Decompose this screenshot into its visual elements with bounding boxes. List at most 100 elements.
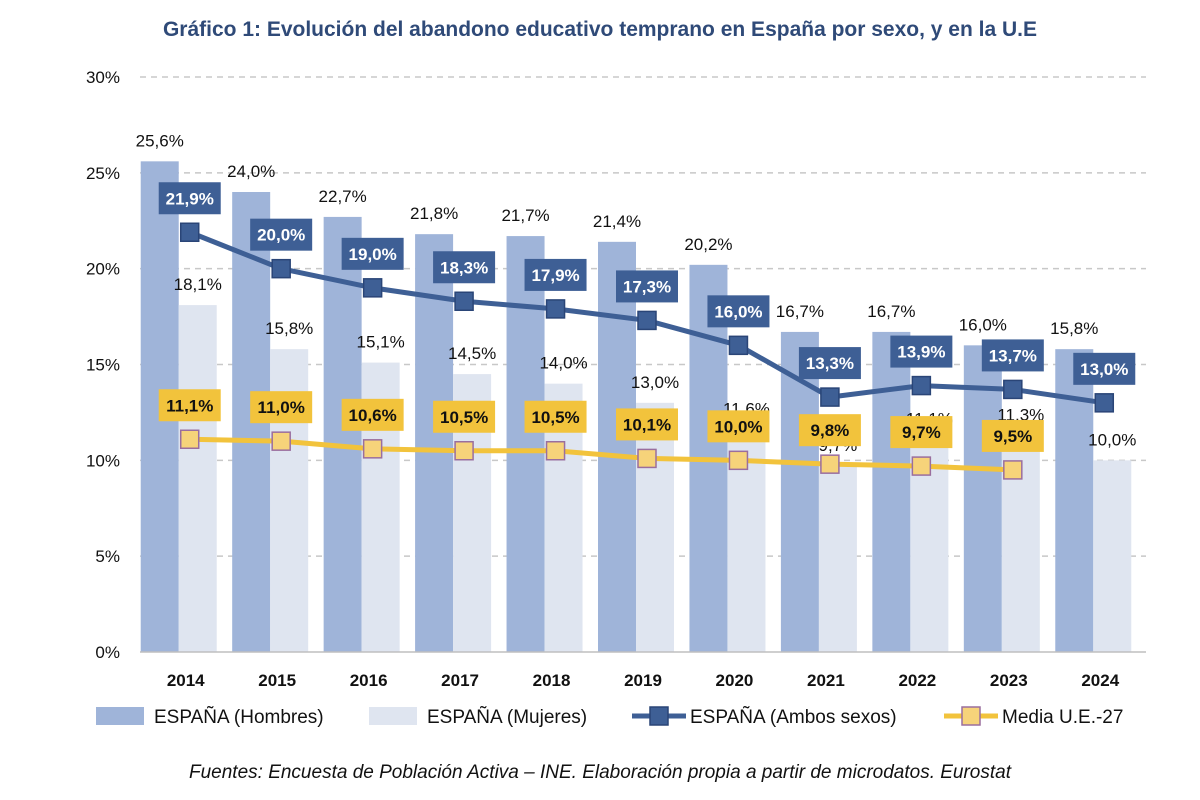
bar-label-hombres: 25,6% <box>136 131 184 150</box>
bar-label-hombres: 21,7% <box>501 206 549 225</box>
x-tick-label: 2016 <box>350 671 388 690</box>
media-ue-marker <box>179 429 200 449</box>
ambos-sexos-label-box <box>433 251 496 284</box>
media-ue-marker <box>728 450 749 471</box>
media-ue-label: 11,1% <box>166 396 213 415</box>
bar-label-mujeres: 15,8% <box>265 319 313 338</box>
media-ue-label: 10,1% <box>623 415 671 434</box>
x-tick-label: 2019 <box>624 671 662 690</box>
ambos-sexos-label: 17,3% <box>623 277 671 296</box>
x-tick-label: 2022 <box>898 671 936 690</box>
legend-label-media-ue: Media U.E.-27 <box>1002 707 1123 728</box>
media-ue-label: 10,6% <box>349 406 397 425</box>
y-tick-label: 15% <box>86 356 120 375</box>
bar-mujeres <box>178 305 217 652</box>
legend-label-ambos: ESPAÑA (Ambos sexos) <box>690 706 897 728</box>
ambos-sexos-label: 21,9% <box>166 189 214 208</box>
y-tick-label: 10% <box>86 451 120 470</box>
bar-hombres <box>598 241 636 653</box>
legend-swatch-mujeres <box>369 707 417 725</box>
x-tick-label: 2020 <box>716 671 754 690</box>
ambos-sexos-marker <box>820 387 840 407</box>
media-ue-label-box <box>616 408 678 441</box>
media-ue-label: 11,0% <box>258 398 305 417</box>
y-tick-label: 5% <box>95 547 120 566</box>
x-tick-label: 2015 <box>258 671 296 690</box>
media-ue-label: 10,5% <box>440 408 488 427</box>
ambos-sexos-label-box <box>341 237 404 270</box>
media-ue-label-box <box>524 400 587 433</box>
ambos-sexos-label-box <box>981 339 1044 372</box>
ambos-sexos-marker <box>637 310 657 331</box>
ambos-sexos-label-box <box>890 335 953 368</box>
bar-label-mujeres: 10,0% <box>1088 430 1136 449</box>
bar-label-hombres: 22,7% <box>319 187 367 206</box>
bar-label-hombres: 21,8% <box>410 204 458 223</box>
bar-label-hombres: 16,0% <box>959 315 1007 334</box>
y-tick-label: 0% <box>95 643 120 662</box>
chart-title: Gráfico 1: Evolución del abandono educat… <box>162 18 1038 41</box>
y-tick-label: 20% <box>86 260 120 279</box>
bar-label-hombres: 21,4% <box>593 212 641 231</box>
ambos-sexos-marker <box>179 222 200 242</box>
media-ue-label: 9,7% <box>902 423 941 442</box>
ambos-sexos-label: 17,9% <box>531 266 579 285</box>
ambos-sexos-label-box <box>1073 352 1136 385</box>
media-ue-marker <box>637 448 657 469</box>
media-ue-marker <box>271 431 291 451</box>
ambos-sexos-label: 13,0% <box>1080 360 1128 379</box>
ambos-sexos-label: 18,3% <box>440 258 488 277</box>
media-ue-label: 10,5% <box>531 408 579 427</box>
media-ue-marker <box>362 439 383 459</box>
bar-label-hombres: 15,8% <box>1050 319 1098 338</box>
bar-label-mujeres: 14,5% <box>448 344 496 363</box>
bar-label-hombres: 20,2% <box>684 235 732 254</box>
bar-label-hombres: 24,0% <box>227 162 275 181</box>
bar-label-hombres: 16,7% <box>776 302 824 321</box>
x-tick-label: 2017 <box>441 671 479 690</box>
ambos-sexos-label: 13,9% <box>897 343 945 362</box>
bar-label-mujeres: 13,0% <box>631 373 679 392</box>
bar-label-hombres: 16,7% <box>867 302 915 321</box>
bar-label-mujeres: 15,1% <box>357 333 405 352</box>
ambos-sexos-marker <box>454 291 474 311</box>
media-ue-label: 9,5% <box>993 427 1032 446</box>
ambos-sexos-marker <box>545 299 566 319</box>
ambos-sexos-marker <box>1003 379 1023 400</box>
bar-hombres <box>963 345 1002 652</box>
media-ue-marker <box>454 441 474 461</box>
legend-label-mujeres: ESPAÑA (Mujeres) <box>427 706 587 728</box>
media-ue-label-box <box>158 389 221 422</box>
x-tick-label: 2021 <box>807 671 845 690</box>
ambos-sexos-label-box <box>798 347 861 380</box>
ambos-sexos-label-box <box>158 182 221 215</box>
chart-source: Fuentes: Encuesta de Población Activa – … <box>188 762 1012 783</box>
ambos-sexos-label: 19,0% <box>349 245 397 264</box>
y-tick-label: 25% <box>86 164 120 183</box>
bar-hombres <box>506 236 545 653</box>
media-ue-marker <box>1003 460 1023 480</box>
media-ue-label-box <box>707 410 770 443</box>
bar-label-mujeres: 14,0% <box>539 354 587 373</box>
media-ue-label-box <box>341 398 404 431</box>
bar-label-mujeres: 18,1% <box>174 275 222 294</box>
media-ue-label-box <box>250 391 313 424</box>
ambos-sexos-marker <box>728 335 749 356</box>
ambos-sexos-marker <box>362 278 383 298</box>
bar-hombres <box>323 216 362 652</box>
media-ue-marker <box>911 456 932 476</box>
media-ue-marker <box>545 441 566 461</box>
bar-mujeres <box>818 466 857 652</box>
ambos-sexos-label-box <box>707 295 770 328</box>
media-ue-label-box <box>798 414 861 447</box>
bar-hombres <box>415 234 454 652</box>
ambos-sexos-label: 20,0% <box>257 226 305 245</box>
x-tick-label: 2023 <box>990 671 1028 690</box>
ambos-sexos-label-box <box>616 270 678 303</box>
ambos-sexos-label-box <box>250 218 313 251</box>
ambos-sexos-marker <box>271 258 291 279</box>
x-tick-label: 2014 <box>167 671 205 690</box>
bar-hombres <box>872 331 911 652</box>
media-ue-line <box>189 436 1013 473</box>
